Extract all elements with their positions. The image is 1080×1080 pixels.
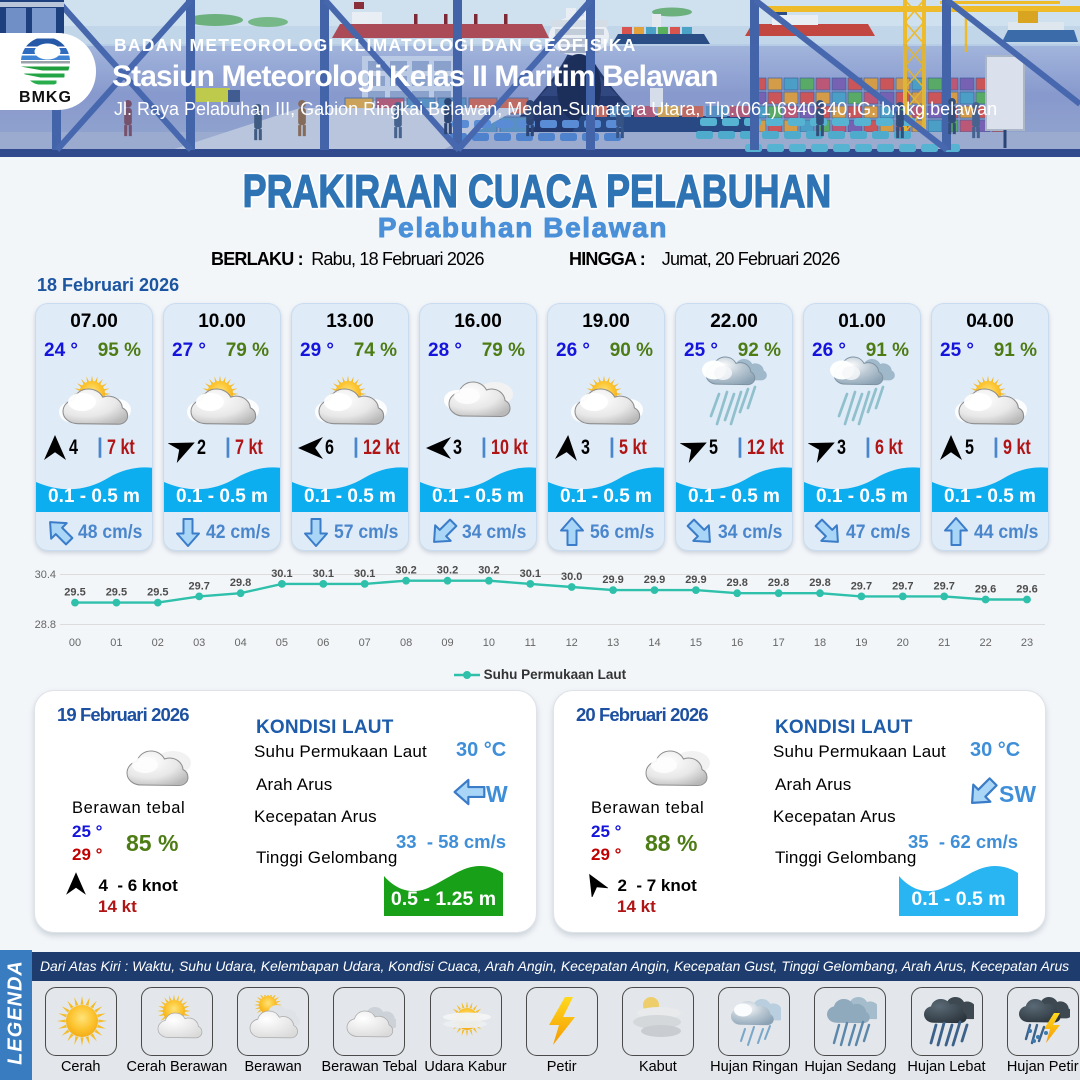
svg-text:17: 17 — [772, 637, 784, 649]
svg-text:29.7: 29.7 — [188, 580, 209, 592]
svg-text:29.9: 29.9 — [685, 574, 706, 586]
svg-text:00: 00 — [69, 637, 81, 649]
svg-text:30.0: 30.0 — [561, 571, 582, 583]
svg-text:29.8: 29.8 — [726, 577, 747, 589]
svg-text:09: 09 — [441, 637, 453, 649]
svg-text:29.9: 29.9 — [602, 574, 623, 586]
svg-text:29.7: 29.7 — [892, 580, 913, 592]
svg-text:18: 18 — [814, 637, 826, 649]
svg-text:29.9: 29.9 — [644, 574, 665, 586]
svg-text:03: 03 — [193, 637, 205, 649]
svg-text:29.8: 29.8 — [809, 577, 830, 589]
svg-text:30.1: 30.1 — [313, 568, 334, 580]
svg-text:05: 05 — [276, 637, 288, 649]
svg-text:30.2: 30.2 — [437, 565, 458, 577]
svg-text:01: 01 — [110, 637, 122, 649]
svg-text:29.7: 29.7 — [851, 580, 872, 592]
svg-text:23: 23 — [1021, 637, 1033, 649]
svg-text:02: 02 — [152, 637, 164, 649]
svg-text:29.6: 29.6 — [1016, 584, 1037, 596]
svg-text:29.8: 29.8 — [768, 577, 789, 589]
svg-text:29.5: 29.5 — [106, 587, 127, 599]
svg-text:29.8: 29.8 — [230, 577, 251, 589]
svg-text:30.1: 30.1 — [520, 568, 541, 580]
svg-text:14: 14 — [648, 637, 660, 649]
svg-text:30.2: 30.2 — [478, 565, 499, 577]
svg-text:29.5: 29.5 — [147, 587, 168, 599]
svg-text:04: 04 — [234, 637, 246, 649]
svg-text:30.4: 30.4 — [35, 569, 56, 581]
svg-text:20: 20 — [897, 637, 909, 649]
svg-text:28.8: 28.8 — [35, 619, 56, 631]
svg-text:30.2: 30.2 — [395, 565, 416, 577]
svg-text:06: 06 — [317, 637, 329, 649]
svg-text:30.1: 30.1 — [354, 568, 375, 580]
svg-text:08: 08 — [400, 637, 412, 649]
svg-text:21: 21 — [938, 637, 950, 649]
svg-text:22: 22 — [979, 637, 991, 649]
svg-text:13: 13 — [607, 637, 619, 649]
svg-text:07: 07 — [359, 637, 371, 649]
svg-text:19: 19 — [855, 637, 867, 649]
svg-text:29.7: 29.7 — [933, 580, 954, 592]
svg-text:29.6: 29.6 — [975, 584, 996, 596]
svg-text:15: 15 — [690, 637, 702, 649]
svg-text:BMKG: BMKG — [19, 89, 72, 106]
svg-text:10: 10 — [483, 637, 495, 649]
svg-text:30.1: 30.1 — [271, 568, 292, 580]
svg-text:16: 16 — [731, 637, 743, 649]
svg-text:11: 11 — [525, 637, 536, 649]
svg-text:12: 12 — [566, 637, 578, 649]
svg-text:29.5: 29.5 — [64, 587, 85, 599]
